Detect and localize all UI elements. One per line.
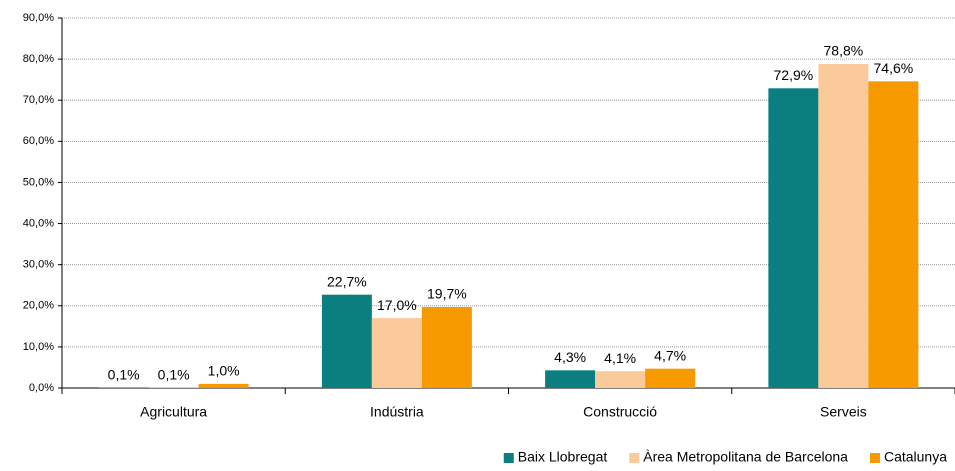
y-tick-label: 20,0% <box>23 300 54 312</box>
data-label: 17,0% <box>377 297 417 313</box>
bar <box>198 383 249 388</box>
data-label: 1,0% <box>208 363 240 379</box>
data-label: 72,9% <box>774 67 814 83</box>
x-tick-label: Indústria <box>370 404 424 420</box>
y-tick-label: 80,0% <box>23 53 54 65</box>
bar <box>421 307 472 388</box>
legend-swatch <box>503 453 514 463</box>
legend-swatch <box>629 453 640 463</box>
x-tick-label: Agricultura <box>140 404 207 420</box>
data-label: 4,3% <box>554 349 586 365</box>
bar <box>645 368 696 388</box>
y-tick-label: 30,0% <box>23 259 54 271</box>
data-label: 19,7% <box>427 286 467 302</box>
y-tick-label: 70,0% <box>23 94 54 106</box>
legend-label: Catalunya <box>884 449 947 465</box>
bar <box>818 64 869 389</box>
data-label: 0,1% <box>108 366 140 382</box>
legend-label: Baix Llobregat <box>518 449 608 465</box>
data-label: 78,8% <box>824 43 864 59</box>
data-label: 0,1% <box>158 366 190 382</box>
bar <box>371 318 422 388</box>
bar <box>595 371 646 388</box>
y-tick-label: 10,0% <box>23 341 54 353</box>
y-tick-label: 40,0% <box>23 217 54 229</box>
x-tick-label: Construcció <box>583 404 657 420</box>
bar <box>545 370 596 388</box>
data-label: 74,6% <box>874 60 914 76</box>
y-tick-label: 50,0% <box>23 176 54 188</box>
data-label: 22,7% <box>327 273 367 289</box>
bar <box>321 294 372 388</box>
data-label: 4,1% <box>604 350 636 366</box>
data-label: 4,7% <box>654 347 686 363</box>
bar <box>868 81 919 389</box>
y-tick-label: 60,0% <box>23 135 54 147</box>
y-tick-label: 0,0% <box>29 382 54 394</box>
legend-label: Àrea Metropolitana de Barcelona <box>643 449 848 465</box>
y-tick-label: 90,0% <box>23 12 54 24</box>
bar <box>768 88 819 389</box>
legend-swatch <box>869 453 880 463</box>
x-tick-label: Serveis <box>820 404 867 420</box>
